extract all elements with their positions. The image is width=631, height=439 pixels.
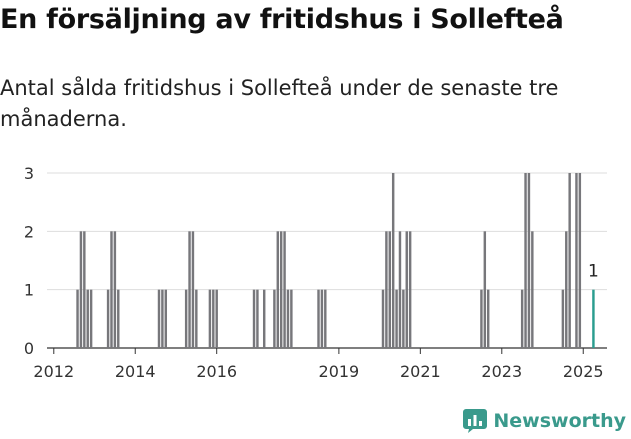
chart-subtitle: Antal sålda fritidshus i Sollefteå under…	[0, 76, 559, 131]
bar	[483, 231, 487, 348]
brand-name: Newsworthy	[493, 410, 626, 432]
bar	[215, 289, 218, 348]
y-tick-label: 1	[24, 281, 34, 300]
bar	[395, 289, 398, 348]
bar	[398, 231, 402, 348]
bar	[273, 289, 276, 348]
bar	[527, 173, 531, 348]
bar	[110, 231, 113, 348]
bar	[113, 231, 117, 348]
x-tick-label: 2012	[33, 362, 74, 381]
bar	[480, 289, 483, 348]
bar	[402, 289, 405, 348]
x-tick-label: 2025	[563, 362, 604, 381]
bar	[283, 231, 286, 348]
x-axis-ticks: 2012 2014 2016 2019 2021 2023 2025	[33, 348, 604, 381]
highlighted-bar	[592, 289, 595, 348]
bar	[486, 289, 490, 348]
bar	[531, 231, 534, 348]
bar	[385, 231, 388, 348]
bar	[262, 289, 266, 348]
bar	[86, 289, 89, 348]
bar	[252, 289, 256, 348]
chart-title: En försäljning av fritidshus i Sollefteå	[0, 4, 564, 35]
bar	[157, 289, 161, 348]
bar	[290, 289, 293, 348]
bar	[276, 231, 280, 348]
newsworthy-logo-icon	[463, 409, 488, 433]
bar	[89, 289, 93, 348]
bar	[405, 231, 408, 348]
bar	[279, 231, 283, 348]
bar-chart: 0 1 2 3 2012 2014 2016 2019 2021 2023 2025 1	[24, 164, 607, 381]
bar	[381, 289, 385, 348]
y-tick-label: 0	[24, 339, 34, 358]
bar	[317, 289, 320, 348]
bar	[161, 289, 164, 348]
bar	[79, 231, 83, 348]
bar	[191, 231, 195, 348]
x-tick-label: 2014	[115, 362, 156, 381]
bar	[568, 173, 571, 348]
bar	[83, 231, 86, 348]
x-tick-label: 2019	[319, 362, 360, 381]
bar	[578, 173, 582, 348]
x-tick-label: 2023	[481, 362, 522, 381]
bar	[76, 289, 79, 348]
brand-logo: Newsworthy	[463, 408, 626, 434]
bar	[408, 231, 412, 348]
bar	[391, 173, 395, 348]
bar	[106, 289, 110, 348]
bar	[164, 289, 168, 348]
bar	[520, 289, 524, 348]
bar	[195, 289, 198, 348]
bar	[286, 289, 290, 348]
bar	[575, 173, 578, 348]
gridlines	[47, 172, 607, 349]
y-tick-label: 3	[24, 164, 34, 183]
x-tick-label: 2016	[196, 362, 237, 381]
bar	[212, 289, 215, 348]
bar	[256, 289, 259, 348]
bar	[565, 231, 568, 348]
y-tick-label: 2	[24, 222, 34, 241]
bar	[561, 289, 565, 348]
annotations: 1	[588, 262, 599, 282]
x-tick-label: 2021	[400, 362, 441, 381]
bar	[188, 231, 191, 348]
bar	[117, 289, 120, 348]
bars	[76, 173, 595, 348]
y-axis-ticks: 0 1 2 3	[24, 164, 34, 358]
data-label: 1	[588, 262, 599, 282]
bar	[324, 289, 327, 348]
bar	[208, 289, 212, 348]
bar	[320, 289, 324, 348]
bar	[388, 231, 392, 348]
bar	[184, 289, 188, 348]
bar	[524, 173, 527, 348]
